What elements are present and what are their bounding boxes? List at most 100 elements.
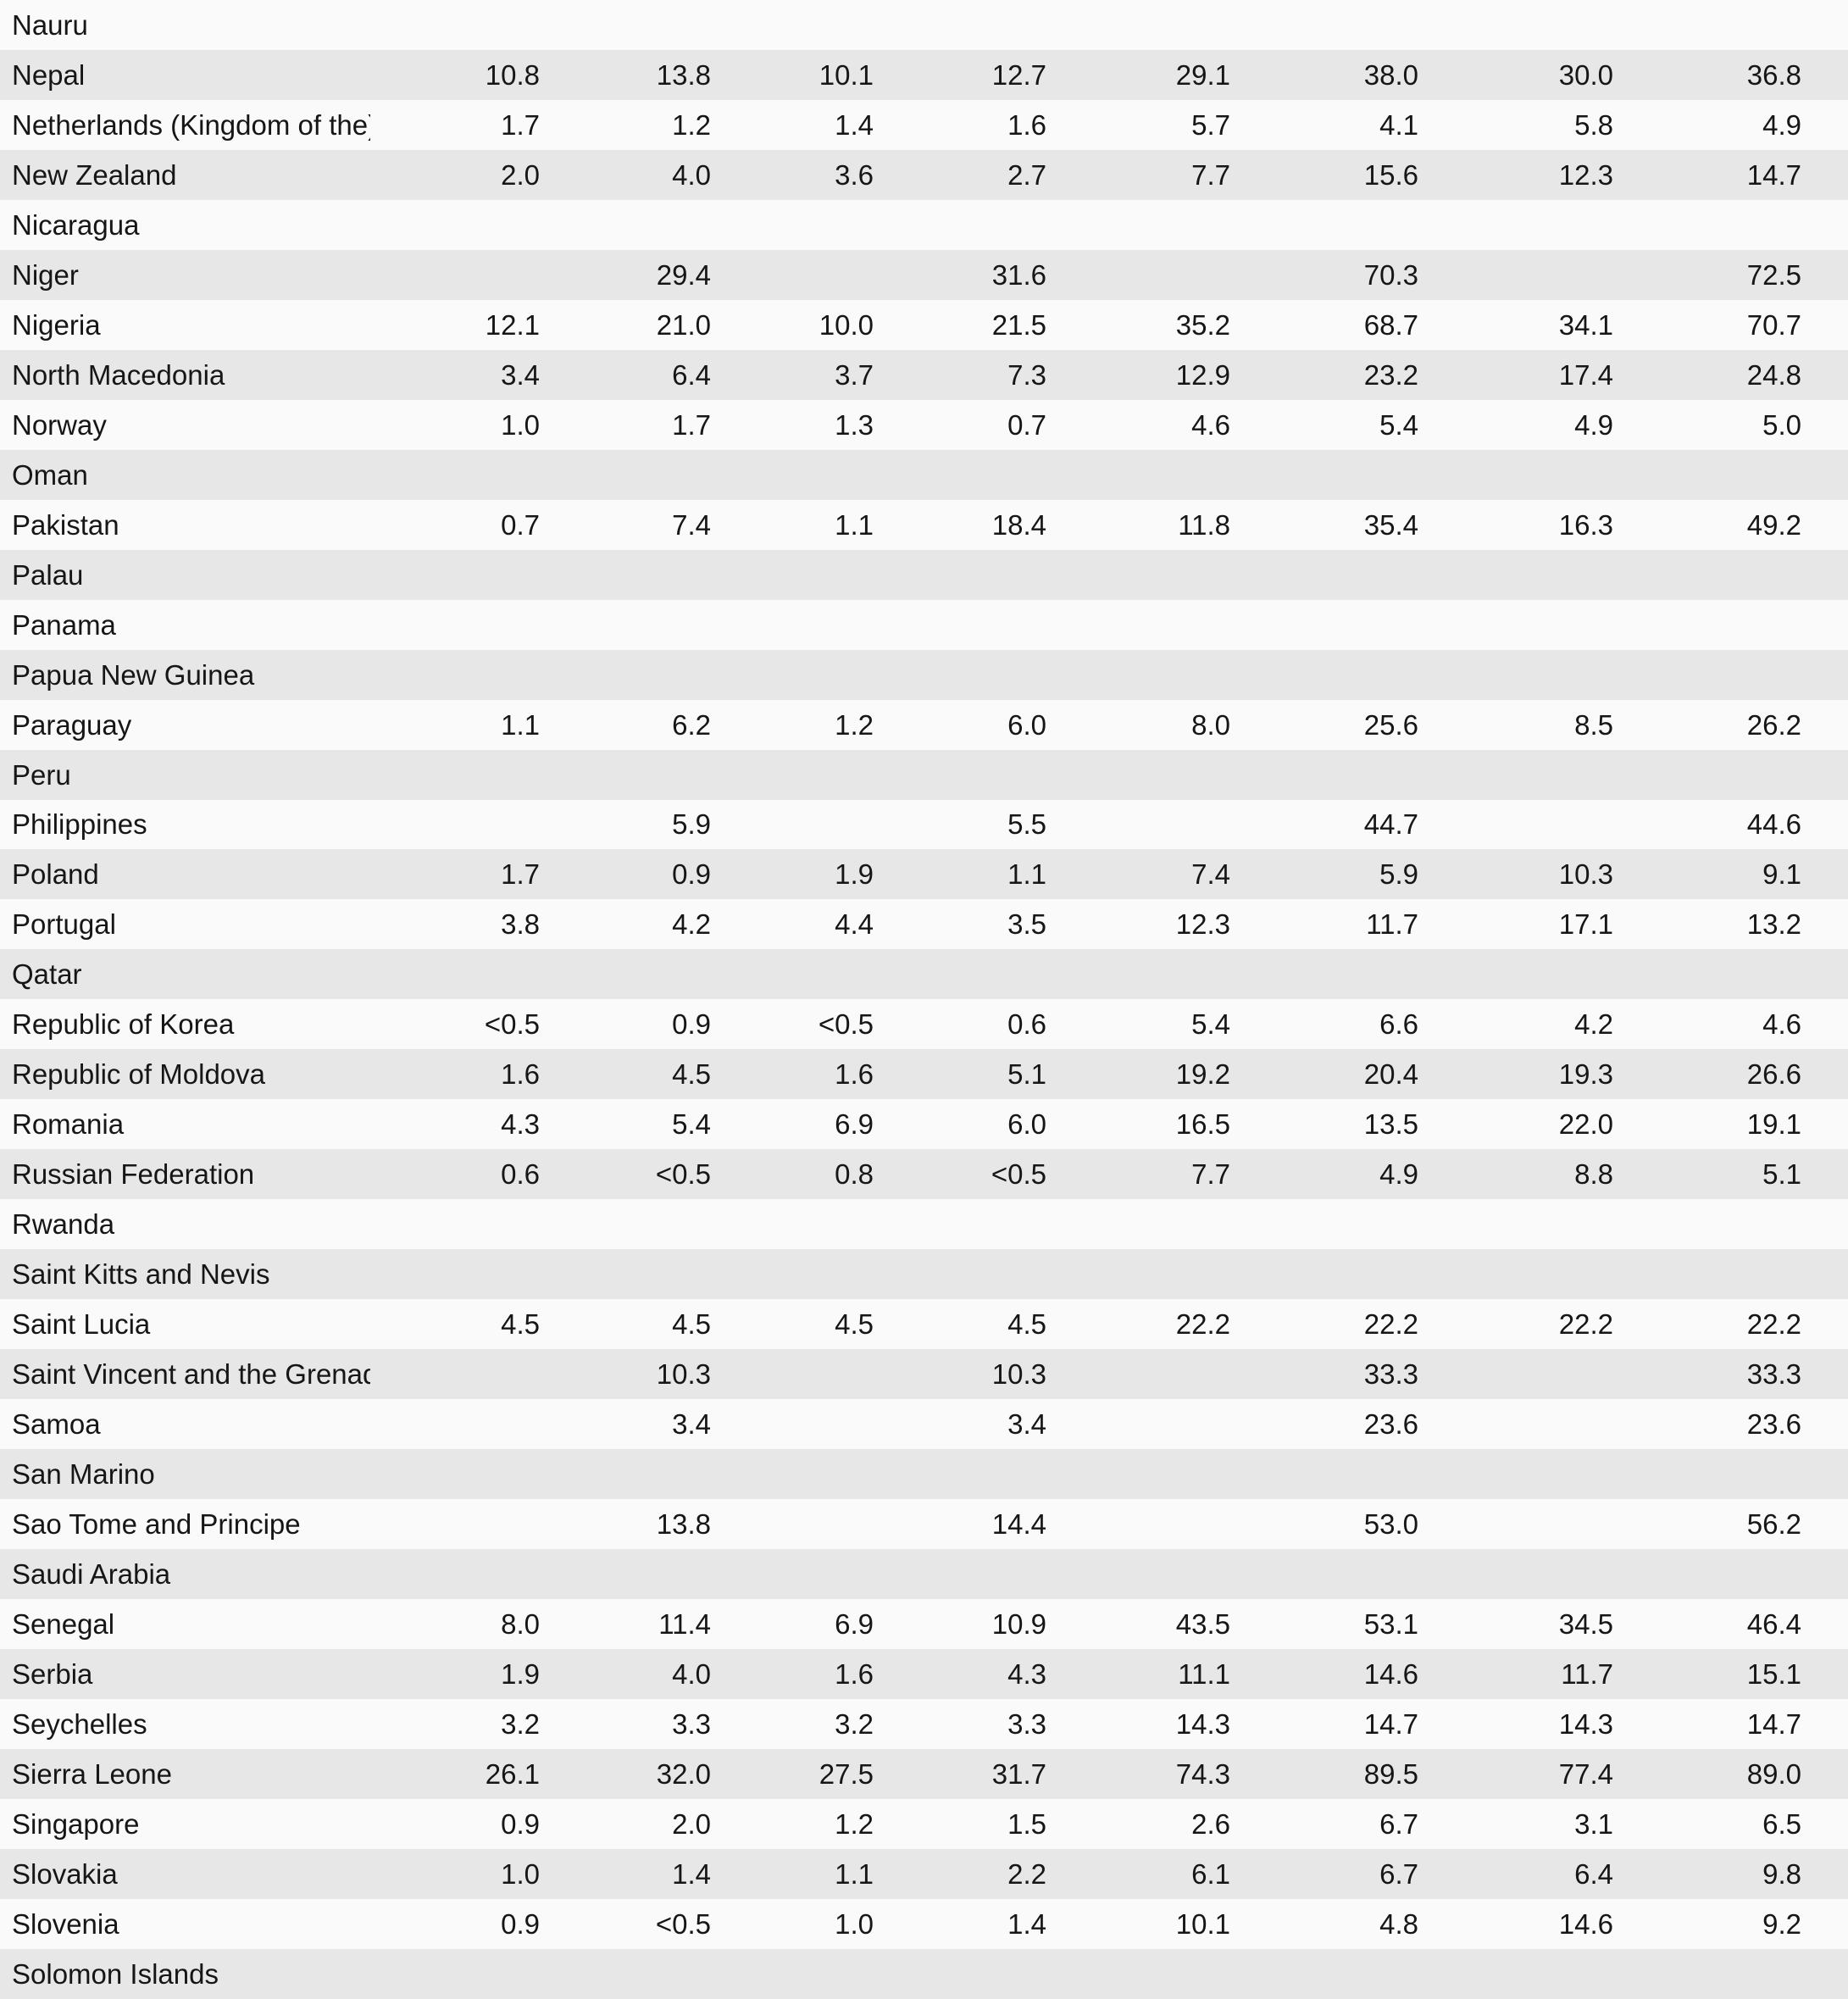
value-cell: 31.7 (874, 1748, 1046, 1799)
value-cell: 35.2 (1046, 299, 1230, 350)
table-row: North Macedonia 3.4 6.4 3.7 7.3 12.9 23.… (0, 349, 1848, 400)
value-cell: 21.5 (874, 299, 1046, 350)
value-cell: 19.3 (1418, 1049, 1613, 1100)
value-cell: 22.2 (1613, 1299, 1848, 1350)
value-cell (1046, 1199, 1230, 1250)
country-name: Republic of Moldova (0, 1049, 370, 1100)
country-name: Sierra Leone (0, 1748, 370, 1799)
country-name: Singapore (0, 1798, 370, 1849)
value-cell: 1.7 (370, 99, 540, 150)
value-cell: 14.7 (1230, 1698, 1418, 1749)
value-cell: 72.5 (1613, 249, 1848, 300)
value-cell (1230, 1549, 1418, 1599)
country-name: Philippines (0, 799, 370, 850)
value-cell (711, 1948, 874, 1999)
value-cell: 22.0 (1418, 1099, 1613, 1150)
value-cell (1613, 449, 1848, 500)
value-cell: 22.2 (1046, 1299, 1230, 1350)
value-cell (874, 1449, 1046, 1500)
value-cell: 74.3 (1046, 1748, 1230, 1799)
value-cell: <0.5 (874, 1149, 1046, 1200)
value-cell: 3.3 (540, 1698, 711, 1749)
country-name: Poland (0, 849, 370, 900)
value-cell: 8.0 (1046, 699, 1230, 750)
value-cell (711, 449, 874, 500)
value-cell: 1.6 (874, 99, 1046, 150)
value-cell: 8.8 (1418, 1149, 1613, 1200)
value-cell: 16.3 (1418, 499, 1613, 550)
value-cell: 3.2 (370, 1698, 540, 1749)
value-cell (540, 1948, 711, 1999)
value-cell (370, 1549, 540, 1599)
country-name: Solomon Islands (0, 1948, 370, 1999)
country-name: Rwanda (0, 1199, 370, 1250)
value-cell: 1.4 (711, 99, 874, 150)
value-cell: 3.7 (711, 349, 874, 400)
value-cell (711, 1549, 874, 1599)
value-cell: 14.4 (874, 1499, 1046, 1550)
value-cell: 23.6 (1230, 1399, 1418, 1450)
value-cell (1613, 749, 1848, 800)
value-cell: <0.5 (540, 1149, 711, 1200)
value-cell: 8.5 (1418, 699, 1613, 750)
value-cell: 5.8 (1418, 99, 1613, 150)
value-cell: 70.7 (1613, 299, 1848, 350)
value-cell: 12.3 (1046, 899, 1230, 950)
value-cell (874, 0, 1046, 50)
value-cell (1046, 199, 1230, 250)
value-cell (1046, 549, 1230, 600)
value-cell (540, 749, 711, 800)
value-cell: 6.7 (1230, 1798, 1418, 1849)
value-cell: 5.7 (1046, 99, 1230, 150)
country-name: Saudi Arabia (0, 1549, 370, 1599)
value-cell: 5.5 (874, 799, 1046, 850)
value-cell: 26.6 (1613, 1049, 1848, 1100)
country-name: Serbia (0, 1648, 370, 1699)
country-name: San Marino (0, 1449, 370, 1500)
value-cell: 5.4 (1230, 399, 1418, 450)
value-cell: 22.2 (1418, 1299, 1613, 1350)
value-cell: 31.6 (874, 249, 1046, 300)
table-row: Serbia 1.9 4.0 1.6 4.3 11.1 14.6 11.7 15… (0, 1648, 1848, 1699)
value-cell: 4.9 (1230, 1149, 1418, 1200)
value-cell: 1.1 (711, 499, 874, 550)
value-cell: 5.9 (1230, 849, 1418, 900)
value-cell: 3.4 (874, 1399, 1046, 1450)
table-row: Rwanda (0, 1199, 1848, 1250)
value-cell (1418, 799, 1613, 850)
value-cell (1046, 749, 1230, 800)
value-cell (540, 949, 711, 1000)
value-cell: 11.8 (1046, 499, 1230, 550)
value-cell (711, 949, 874, 1000)
value-cell (711, 1249, 874, 1300)
value-cell (1613, 549, 1848, 600)
value-cell (711, 199, 874, 250)
value-cell: 6.2 (540, 699, 711, 750)
value-cell: 11.1 (1046, 1648, 1230, 1699)
value-cell: 89.5 (1230, 1748, 1418, 1799)
value-cell: 15.6 (1230, 149, 1418, 200)
country-name: Nepal (0, 49, 370, 100)
value-cell (1418, 0, 1613, 50)
value-cell (1046, 1249, 1230, 1300)
table-row: Nepal 10.8 13.8 10.1 12.7 29.1 38.0 30.0… (0, 49, 1848, 100)
value-cell (1046, 1399, 1230, 1450)
value-cell (711, 1499, 874, 1550)
table-row: Romania 4.3 5.4 6.9 6.0 16.5 13.5 22.0 1… (0, 1099, 1848, 1150)
value-cell (370, 449, 540, 500)
value-cell (1613, 949, 1848, 1000)
table-row: Solomon Islands (0, 1948, 1848, 1999)
table-row: Qatar (0, 949, 1848, 1000)
value-cell: 4.5 (540, 1049, 711, 1100)
value-cell: 4.2 (1418, 999, 1613, 1050)
value-cell (370, 1349, 540, 1400)
table-row: New Zealand 2.0 4.0 3.6 2.7 7.7 15.6 12.… (0, 149, 1848, 200)
country-name: Saint Lucia (0, 1299, 370, 1350)
table-row: Singapore 0.9 2.0 1.2 1.5 2.6 6.7 3.1 6.… (0, 1798, 1848, 1849)
value-cell: 11.7 (1230, 899, 1418, 950)
value-cell (1418, 199, 1613, 250)
value-cell: 29.4 (540, 249, 711, 300)
value-cell (1230, 199, 1418, 250)
value-cell: 1.7 (370, 849, 540, 900)
country-name: Norway (0, 399, 370, 450)
